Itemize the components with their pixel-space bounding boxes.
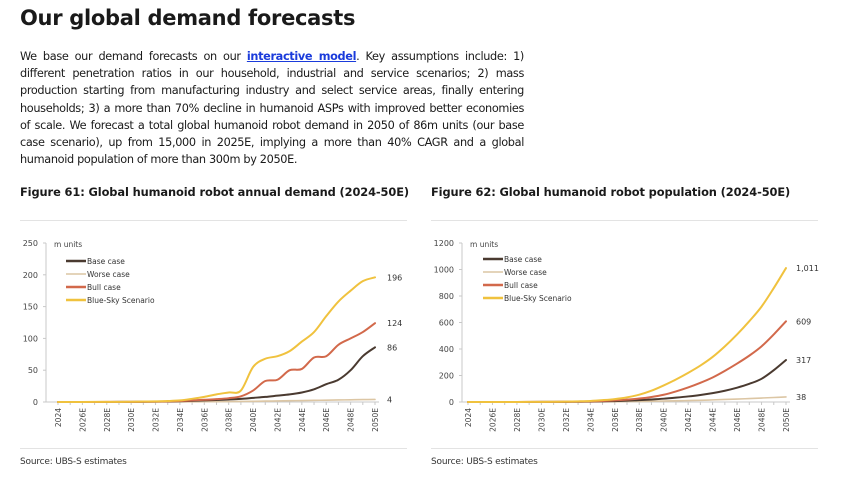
x-tick-label: 2040E <box>249 408 258 432</box>
figure-62-source: Source: UBS-S estimates <box>431 457 538 467</box>
legend-label: Bull case <box>504 281 538 290</box>
y-tick-label: 800 <box>439 292 454 301</box>
x-tick-label: 2032E <box>152 408 161 432</box>
legend-label: Base case <box>504 255 542 264</box>
series-line-base-case <box>467 358 787 403</box>
interactive-model-link[interactable]: interactive model <box>246 50 357 63</box>
x-tick-label: 2034E <box>176 408 185 432</box>
y-tick-label: 600 <box>439 319 454 328</box>
unit-label: m units <box>470 240 498 249</box>
end-value-label: 38 <box>796 393 806 402</box>
x-tick-label: 2026E <box>78 408 87 432</box>
y-tick-label: 1000 <box>434 266 454 275</box>
x-tick-label: 2036E <box>611 408 620 432</box>
x-tick-label: 2044E <box>709 408 718 432</box>
x-tick-label: 2044E <box>298 408 307 432</box>
series-line-bull-case <box>57 322 376 403</box>
y-tick-label: 0 <box>33 398 38 407</box>
page-title: Our global demand forecasts <box>20 6 356 30</box>
legend-label: Worse case <box>504 268 547 277</box>
x-tick-label: 2050E <box>782 408 791 432</box>
x-tick-label: 2028E <box>513 408 522 432</box>
end-value-label: 317 <box>796 356 811 365</box>
x-tick-label: 2030E <box>127 408 136 432</box>
figure-61-source: Source: UBS-S estimates <box>20 457 127 467</box>
figure-61-title: Figure 61: Global humanoid robot annual … <box>20 185 409 199</box>
figure-62-chart: 0 200 400 600 800 1000 1200 2024 2026E 2028E 2030E… <box>434 239 819 432</box>
end-value-label: 86 <box>387 343 397 352</box>
x-tick-label: 2032E <box>562 408 571 432</box>
figure-62-bottom-rule <box>431 448 818 449</box>
y-tick-label: 200 <box>439 372 454 381</box>
x-tick-label: 2028E <box>103 408 112 432</box>
end-value-label: 609 <box>796 317 811 326</box>
x-tick-label: 2046E <box>733 408 742 432</box>
x-tick-label: 2038E <box>635 408 644 432</box>
legend-label: Blue-Sky Scenario <box>87 296 155 305</box>
x-tick-label: 2048E <box>347 408 356 432</box>
figure-61-chart: 0 50 100 150 200 250 2024 2026E 2028E 2030E 2032E 2… <box>23 239 403 432</box>
intro-paragraph: We base our demand forecasts on our inte… <box>20 48 524 168</box>
legend-label: Blue-Sky Scenario <box>504 294 572 303</box>
end-value-label: 4 <box>387 395 392 404</box>
x-tick-label: 2030E <box>537 408 546 432</box>
x-tick-label: 2046E <box>322 408 331 432</box>
x-tick-label: 2048E <box>758 408 767 432</box>
legend-label: Base case <box>87 257 125 266</box>
y-tick-label: 400 <box>439 345 454 354</box>
x-tick-label: 2042E <box>684 408 693 432</box>
legend-label: Bull case <box>87 283 121 292</box>
y-tick-label: 1200 <box>434 239 454 248</box>
x-tick-label: 2034E <box>586 408 595 432</box>
intro-text-end: . Key assumptions include: 1) different … <box>20 50 524 167</box>
unit-label: m units <box>54 240 82 249</box>
y-tick-label: 100 <box>23 334 38 343</box>
x-tick-label: 2024 <box>464 408 473 427</box>
x-tick-label: 2038E <box>225 408 234 432</box>
intro-text-start: We base our demand forecasts on our <box>20 50 247 63</box>
x-tick-label: 2042E <box>273 408 282 432</box>
figure-62-title: Figure 62: Global humanoid robot populat… <box>431 185 791 199</box>
y-tick-label: 0 <box>449 398 454 407</box>
figure-62-top-rule <box>431 220 818 221</box>
x-tick-label: 2024 <box>54 408 63 427</box>
figure-61-top-rule <box>20 220 407 221</box>
end-value-label: 124 <box>387 319 402 328</box>
figure-61-bottom-rule <box>20 448 407 449</box>
x-tick-label: 2026E <box>488 408 497 432</box>
x-tick-label: 2040E <box>660 408 669 432</box>
end-value-label: 1,011 <box>796 264 819 273</box>
y-tick-label: 250 <box>23 239 38 248</box>
series-line-blue-sky-scenario <box>57 276 376 403</box>
legend-label: Worse case <box>87 270 130 279</box>
series-line-blue-sky-scenario <box>467 267 787 403</box>
x-tick-label: 2036E <box>200 408 209 432</box>
y-tick-label: 50 <box>28 366 38 375</box>
y-tick-label: 150 <box>23 303 38 312</box>
y-tick-label: 200 <box>23 271 38 280</box>
end-value-label: 196 <box>387 273 402 282</box>
x-tick-label: 2050E <box>371 408 380 432</box>
